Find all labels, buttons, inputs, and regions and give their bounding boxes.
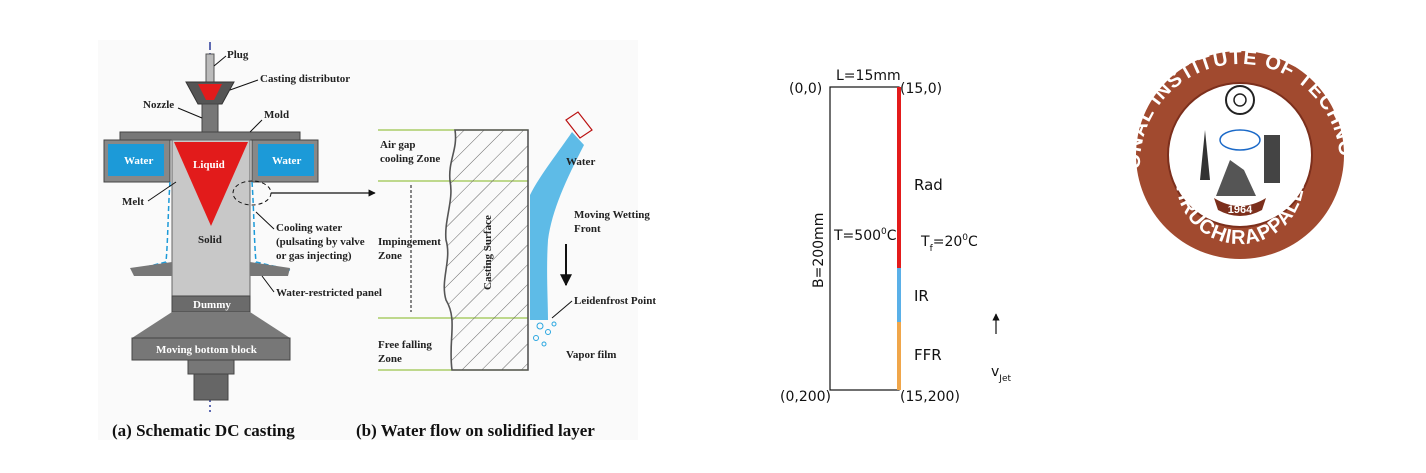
dummy-label: Dummy (193, 299, 231, 311)
dc-casting-schematic: Plug Casting distributor Nozzle Mold Liq… (98, 40, 638, 440)
cooling-water-right (251, 181, 291, 271)
logo-wheel-icon (1233, 93, 1247, 107)
liquid-label: Liquid (193, 159, 225, 171)
caption-a: (a) Schematic DC casting (112, 421, 295, 440)
logo-rock-icon (1216, 160, 1256, 196)
leidenfrost-leader (551, 300, 573, 319)
distributor-leader (229, 79, 259, 91)
fluid-T: T (920, 234, 930, 250)
melt-leader (147, 181, 177, 202)
cooling-water-leader (255, 211, 275, 230)
corner-top-right: (15,0) (900, 81, 942, 97)
vapor-bubble-3 (533, 335, 539, 341)
cooling-water-left (133, 181, 171, 271)
temperature-label: T=5000C (833, 227, 897, 244)
corner-top-left: (0,0) (789, 81, 822, 97)
water-restricted-panel-right (250, 262, 290, 276)
water-label: Water (566, 156, 595, 168)
water-flow-detail: Air gap cooling Zone Impingement Zone Fr… (356, 111, 656, 440)
plug-leader (213, 55, 227, 67)
air-gap-label-1: Air gap (380, 139, 416, 151)
vapor-bubble-4 (551, 321, 557, 327)
logo-banner (1214, 198, 1266, 216)
logo-tower-icon (1200, 130, 1210, 180)
solid-label: Solid (198, 234, 222, 246)
moving-wetting-label-2: Front (574, 223, 601, 235)
water-nozzle (565, 111, 593, 139)
fluid-unit: C (968, 234, 978, 250)
mold-label: Mold (264, 109, 289, 121)
impingement-label-2: Zone (378, 250, 402, 262)
corner-bottom-right: (15,200) (900, 389, 960, 405)
free-falling-label-1: Free falling (378, 339, 432, 351)
bottom-block-top (132, 312, 290, 338)
impingement-label-1: Impingement (378, 236, 441, 248)
leidenfrost-label: Leidenfrost Point (574, 295, 656, 307)
water-chamber-right (258, 144, 314, 176)
jet-v: v (991, 364, 999, 380)
water-restricted-panel-label: Water-restricted panel (276, 287, 382, 299)
logo-inner (1167, 82, 1313, 228)
logo-gear-icon (1225, 85, 1255, 115)
distributor-melt (198, 84, 222, 100)
temperature-degree: 0 (881, 227, 887, 237)
temperature-unit: C (887, 228, 897, 244)
nozzle-label: Nozzle (143, 99, 174, 111)
corner-bottom-left: (0,200) (780, 389, 831, 405)
nozzle-leader (177, 107, 203, 119)
bottom-shaft-lower (193, 373, 229, 401)
fluid-subscript: f (930, 244, 934, 254)
melt-label: Melt (122, 196, 144, 208)
bottom-shaft (187, 359, 235, 375)
logo-year: 1964 (1228, 204, 1253, 216)
length-label: L=15mm (836, 68, 901, 84)
temperature-value: T=500 (833, 228, 881, 244)
vapor-film-label: Vapor film (566, 349, 616, 361)
cooling-water-label-2: (pulsating by valve (276, 236, 365, 248)
water-restricted-panel-left (130, 262, 172, 276)
nozzle (201, 103, 219, 135)
water-right-label: Water (272, 155, 301, 167)
liquid-pool (174, 142, 248, 226)
moving-bottom-block-label: Moving bottom block (156, 344, 258, 356)
panel-leader (261, 275, 275, 293)
plug-label: Plug (227, 49, 249, 61)
mold-leader (249, 119, 263, 133)
jet-subscript: Jet (998, 374, 1011, 384)
zone-rad-label: Rad (914, 176, 943, 194)
fluid-value: =20 (933, 234, 963, 250)
free-falling-label-2: Zone (378, 353, 402, 365)
fluid-temperature-label: Tf=200C (920, 233, 978, 254)
computational-domain: L=15mm (0,0) (15,0) (0,200) (15,200) B=2… (780, 68, 1011, 405)
zone-ffr-label: FFR (914, 346, 942, 364)
casting-block (443, 129, 529, 371)
casting-surface-label: Casting Surface (482, 215, 494, 290)
vapor-bubble-5 (541, 341, 547, 347)
cooling-water-label-1: Cooling water (276, 222, 342, 234)
water-film (530, 132, 584, 320)
air-gap-label-2: cooling Zone (380, 153, 440, 165)
casting-distributor-label: Casting distributor (260, 73, 350, 85)
logo-atom-icon (1219, 129, 1261, 151)
mold-top (119, 131, 301, 141)
vapor-bubble-1 (536, 322, 544, 330)
vapor-bubble-2 (545, 329, 551, 335)
breadth-label: B=200mm (811, 213, 827, 288)
logo-building-icon (1264, 135, 1280, 183)
plug (205, 53, 215, 85)
jet-velocity-label: vJet (991, 364, 1011, 384)
water-chamber-left (108, 144, 164, 176)
caption-b: (b) Water flow on solidified layer (356, 421, 595, 440)
fluid-degree: 0 (962, 233, 968, 243)
moving-wetting-label-1: Moving Wetting (574, 209, 650, 221)
water-left-label: Water (124, 155, 153, 167)
cooling-water-label-3: or gas injecting) (276, 250, 352, 262)
zone-ir-label: IR (914, 287, 929, 305)
